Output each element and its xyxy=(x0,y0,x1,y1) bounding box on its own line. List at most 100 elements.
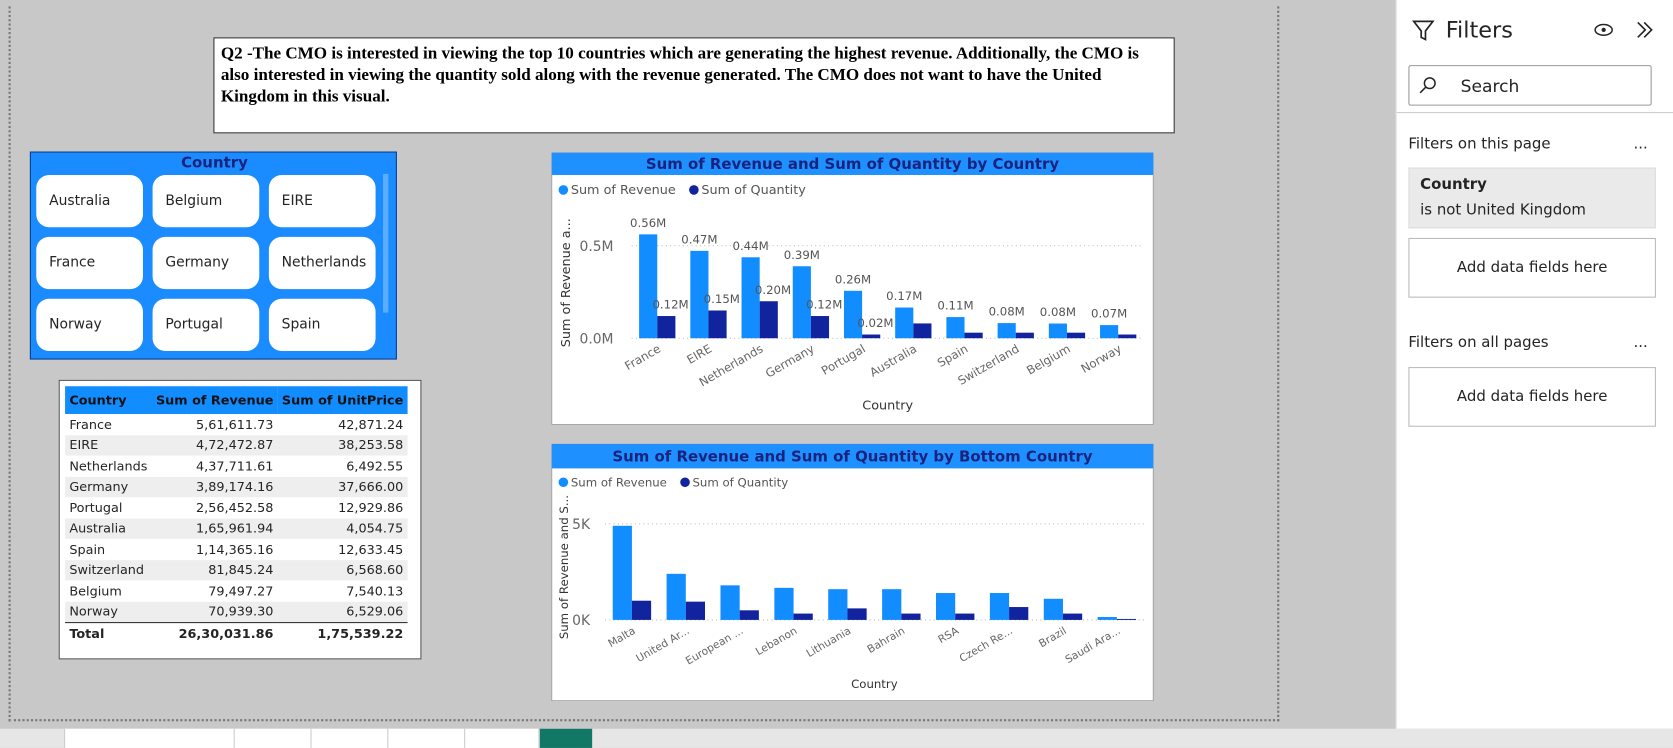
slicer-item[interactable]: Australia xyxy=(36,174,143,228)
table-cell: Netherlands xyxy=(69,458,148,474)
table-cell: 1,14,365.16 xyxy=(196,541,274,557)
page-tab[interactable] xyxy=(64,728,234,748)
table-cell: Spain xyxy=(69,541,106,557)
search-icon xyxy=(1419,77,1436,94)
y-tick-label: 0K xyxy=(572,613,591,629)
table-cell: 7,540.13 xyxy=(346,583,404,599)
slicer-item[interactable]: Portugal xyxy=(152,298,260,352)
bar xyxy=(739,610,759,620)
search-placeholder: Search xyxy=(1460,75,1520,97)
bar xyxy=(639,234,658,339)
table-cell: 5,61,611.73 xyxy=(196,416,274,432)
page-tab[interactable] xyxy=(464,728,539,748)
bar xyxy=(720,585,740,620)
scrollbar[interactable] xyxy=(383,173,389,313)
pane-title: Filters xyxy=(1445,17,1513,43)
bar xyxy=(901,613,921,620)
slicer-item[interactable]: Germany xyxy=(152,236,260,290)
filter-card[interactable]: Country is not United Kingdom xyxy=(1408,167,1656,229)
y-axis-title: Sum of Revenue and S... xyxy=(557,495,571,639)
add-fields-well[interactable]: Add data fields here xyxy=(1408,237,1656,298)
bar xyxy=(708,310,727,339)
slicer-item[interactable]: EIRE xyxy=(268,174,376,228)
column-header: Sum of Revenue xyxy=(151,386,278,414)
bar xyxy=(1009,607,1029,620)
visibility-icon[interactable] xyxy=(1592,20,1615,39)
bar xyxy=(657,316,676,339)
data-label: 0.12M xyxy=(652,298,688,312)
total-cell: 26,30,031.86 xyxy=(151,622,278,644)
add-fields-well[interactable]: Add data fields here xyxy=(1408,367,1656,427)
chart-header xyxy=(551,152,1154,175)
data-label: 0.39M xyxy=(784,248,820,262)
more-options[interactable]: ... xyxy=(1633,333,1648,352)
bar xyxy=(759,301,778,339)
page-tab[interactable] xyxy=(387,728,465,748)
table-cell: 6,568.60 xyxy=(277,559,408,581)
data-label: 0.08M xyxy=(1040,305,1076,319)
table-cell: Switzerland xyxy=(65,559,152,581)
table-cell: 37,666.00 xyxy=(277,476,408,498)
bar xyxy=(741,257,760,339)
table-cell: 12,929.86 xyxy=(338,500,404,516)
bar xyxy=(1116,618,1137,620)
data-label: 0.26M xyxy=(835,272,871,286)
total-cell: 1,75,539.22 xyxy=(277,622,408,644)
collapse-icon[interactable] xyxy=(1634,19,1655,40)
table-row: Spain 1,14,365.16 12,633.45 xyxy=(65,539,407,560)
add-page-button[interactable] xyxy=(538,728,593,748)
section-title: Filters on all pages xyxy=(1408,333,1549,352)
table-cell: 6,529.06 xyxy=(277,601,408,623)
column-header: Sum of UnitPrice xyxy=(277,386,408,414)
table-cell: 2,56,452.58 xyxy=(196,500,274,516)
table-cell: Norway xyxy=(65,601,152,623)
slicer-item[interactable]: France xyxy=(36,236,143,290)
table-cell: Germany xyxy=(65,476,152,498)
table-row: Australia 1,65,961.94 4,054.75 xyxy=(65,518,408,539)
legend-marker xyxy=(680,477,690,488)
filter-condition: is not United Kingdom xyxy=(1420,201,1586,219)
table-cell: 6,492.55 xyxy=(346,458,404,474)
data-label: 0.20M xyxy=(755,283,791,297)
table-row: Germany 3,89,174.16 37,666.00 xyxy=(65,476,408,498)
bar xyxy=(828,589,848,620)
filter-field: Country xyxy=(1420,176,1487,194)
table-cell: 4,37,711.61 xyxy=(196,458,274,474)
chart-title: Sum of Revenue and Sum of Quantity by Co… xyxy=(646,155,1060,173)
legend-marker xyxy=(558,185,569,195)
x-axis-title: Country xyxy=(862,399,913,414)
table-cell: 70,939.30 xyxy=(151,601,278,623)
bar xyxy=(989,593,1010,620)
legend-label: Sum of Revenue xyxy=(571,183,676,198)
table-cell: 38,253.58 xyxy=(277,434,408,456)
legend-label: Sum of Quantity xyxy=(701,183,806,198)
page-tab[interactable] xyxy=(310,728,388,748)
bar xyxy=(895,307,914,339)
table-cell: Belgium xyxy=(69,583,122,599)
table-row: Netherlands 4,37,711.61 6,492.55 xyxy=(65,456,407,477)
canvas-frame xyxy=(8,6,1280,722)
slicer-item[interactable]: Netherlands xyxy=(268,236,376,290)
table-row: Norway 70,939.30 6,529.06 xyxy=(65,601,408,623)
page-tabs xyxy=(0,728,1673,748)
total-row: Total 26,30,031.86 1,75,539.22 xyxy=(65,622,408,644)
bar xyxy=(1015,332,1034,339)
page-tab[interactable] xyxy=(233,728,311,748)
chart-background xyxy=(551,443,1154,701)
question-textbox: Q2 -The CMO is interested in viewing the… xyxy=(213,37,1175,134)
table-cell: 4,054.75 xyxy=(277,518,408,539)
bar xyxy=(997,323,1016,339)
table-cell: EIRE xyxy=(65,434,152,456)
slicer-item[interactable]: Belgium xyxy=(152,174,260,228)
data-label: 0.12M xyxy=(806,298,842,312)
bar xyxy=(1100,325,1119,339)
slicer-item[interactable]: Spain xyxy=(268,298,376,352)
y-axis-title: Sum of Revenue a... xyxy=(559,218,574,347)
y-tick-label: 0.0M xyxy=(580,332,614,348)
bar xyxy=(1043,598,1063,620)
slicer-item[interactable]: Norway xyxy=(36,298,143,352)
more-options[interactable]: ... xyxy=(1633,135,1648,153)
search-box[interactable]: Search xyxy=(1408,65,1652,106)
bar xyxy=(1066,332,1086,339)
